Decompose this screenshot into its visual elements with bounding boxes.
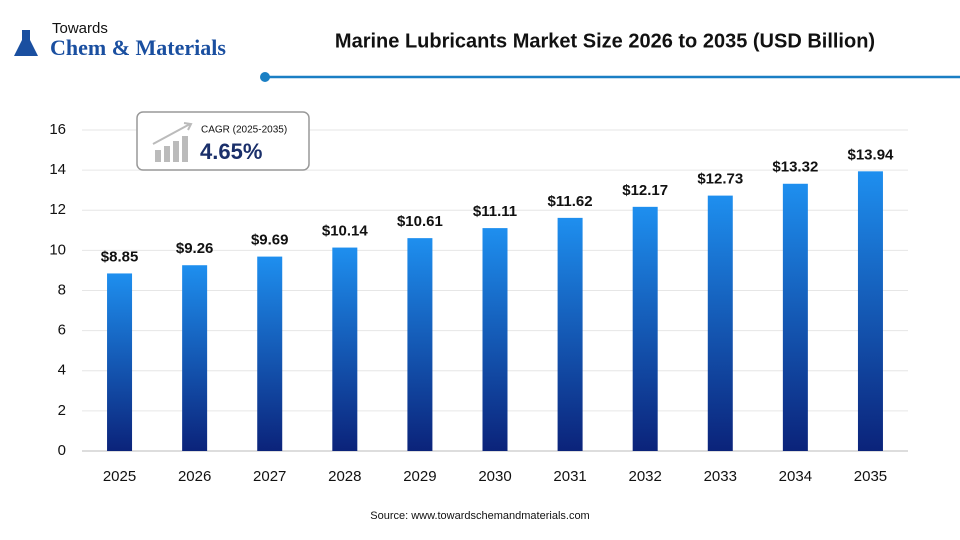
x-tick-label: 2031 bbox=[553, 468, 586, 485]
cagr-box: CAGR (2025-2035) 4.65% bbox=[136, 111, 310, 171]
bar bbox=[632, 206, 658, 451]
cagr-value: 4.65% bbox=[200, 139, 262, 164]
value-label: $12.73 bbox=[697, 171, 743, 188]
value-label: $11.62 bbox=[548, 193, 593, 210]
y-tick-label: 6 bbox=[58, 322, 66, 339]
bar bbox=[332, 247, 358, 451]
value-label: $10.61 bbox=[397, 213, 443, 230]
bar bbox=[257, 256, 283, 451]
chart-title: Marine Lubricants Market Size 2026 to 20… bbox=[335, 30, 875, 52]
value-label: $12.17 bbox=[622, 182, 668, 199]
bar bbox=[482, 228, 508, 451]
y-tick-label: 12 bbox=[49, 201, 66, 218]
cagr-icon bbox=[152, 122, 193, 145]
value-label: $9.69 bbox=[251, 232, 289, 249]
value-label: $13.32 bbox=[772, 159, 818, 176]
y-tick-label: 14 bbox=[49, 161, 66, 178]
bar bbox=[707, 195, 733, 451]
logo: Towards Chem & Materials bbox=[14, 20, 226, 60]
title-rule-dot bbox=[260, 72, 270, 82]
bar bbox=[557, 217, 583, 451]
bar bbox=[407, 238, 433, 451]
x-tick-label: 2029 bbox=[403, 468, 436, 485]
x-tick-label: 2028 bbox=[328, 468, 361, 485]
bar bbox=[107, 273, 133, 451]
cagr-icon bbox=[182, 136, 188, 162]
x-tick-label: 2035 bbox=[854, 468, 887, 485]
logo-bottom: Chem & Materials bbox=[50, 35, 226, 60]
source: Source: www.towardschemandmaterials.com bbox=[370, 510, 589, 522]
y-tick-label: 8 bbox=[58, 281, 66, 298]
cagr-icon bbox=[155, 150, 161, 162]
x-tick-label: 2032 bbox=[628, 468, 661, 485]
cagr-icon bbox=[164, 146, 170, 162]
y-tick-label: 2 bbox=[58, 402, 66, 419]
x-tick-label: 2034 bbox=[779, 468, 812, 485]
bar bbox=[182, 265, 208, 451]
value-label: $10.14 bbox=[322, 223, 369, 240]
x-tick-label: 2027 bbox=[253, 468, 286, 485]
x-tick-label: 2030 bbox=[478, 468, 511, 485]
value-label: $9.26 bbox=[176, 240, 214, 257]
cagr-frame bbox=[136, 111, 310, 171]
cagr-label: CAGR (2025-2035) bbox=[201, 125, 287, 136]
logo-flask bbox=[14, 30, 38, 56]
bar bbox=[782, 183, 808, 451]
y-tick-label: 4 bbox=[58, 362, 66, 379]
cagr-icon bbox=[173, 141, 179, 162]
x-tick-label: 2025 bbox=[103, 468, 136, 485]
y-tick-label: 10 bbox=[49, 241, 66, 258]
value-label: $8.85 bbox=[101, 248, 139, 265]
y-tick-label: 16 bbox=[49, 121, 66, 138]
bar bbox=[857, 171, 883, 452]
value-label: $13.94 bbox=[848, 146, 895, 163]
x-tick-label: 2026 bbox=[178, 468, 211, 485]
x-tick-label: 2033 bbox=[704, 468, 737, 485]
logo-top: Towards bbox=[52, 20, 108, 37]
value-label: $11.11 bbox=[473, 203, 517, 220]
y-tick-label: 0 bbox=[58, 442, 66, 459]
